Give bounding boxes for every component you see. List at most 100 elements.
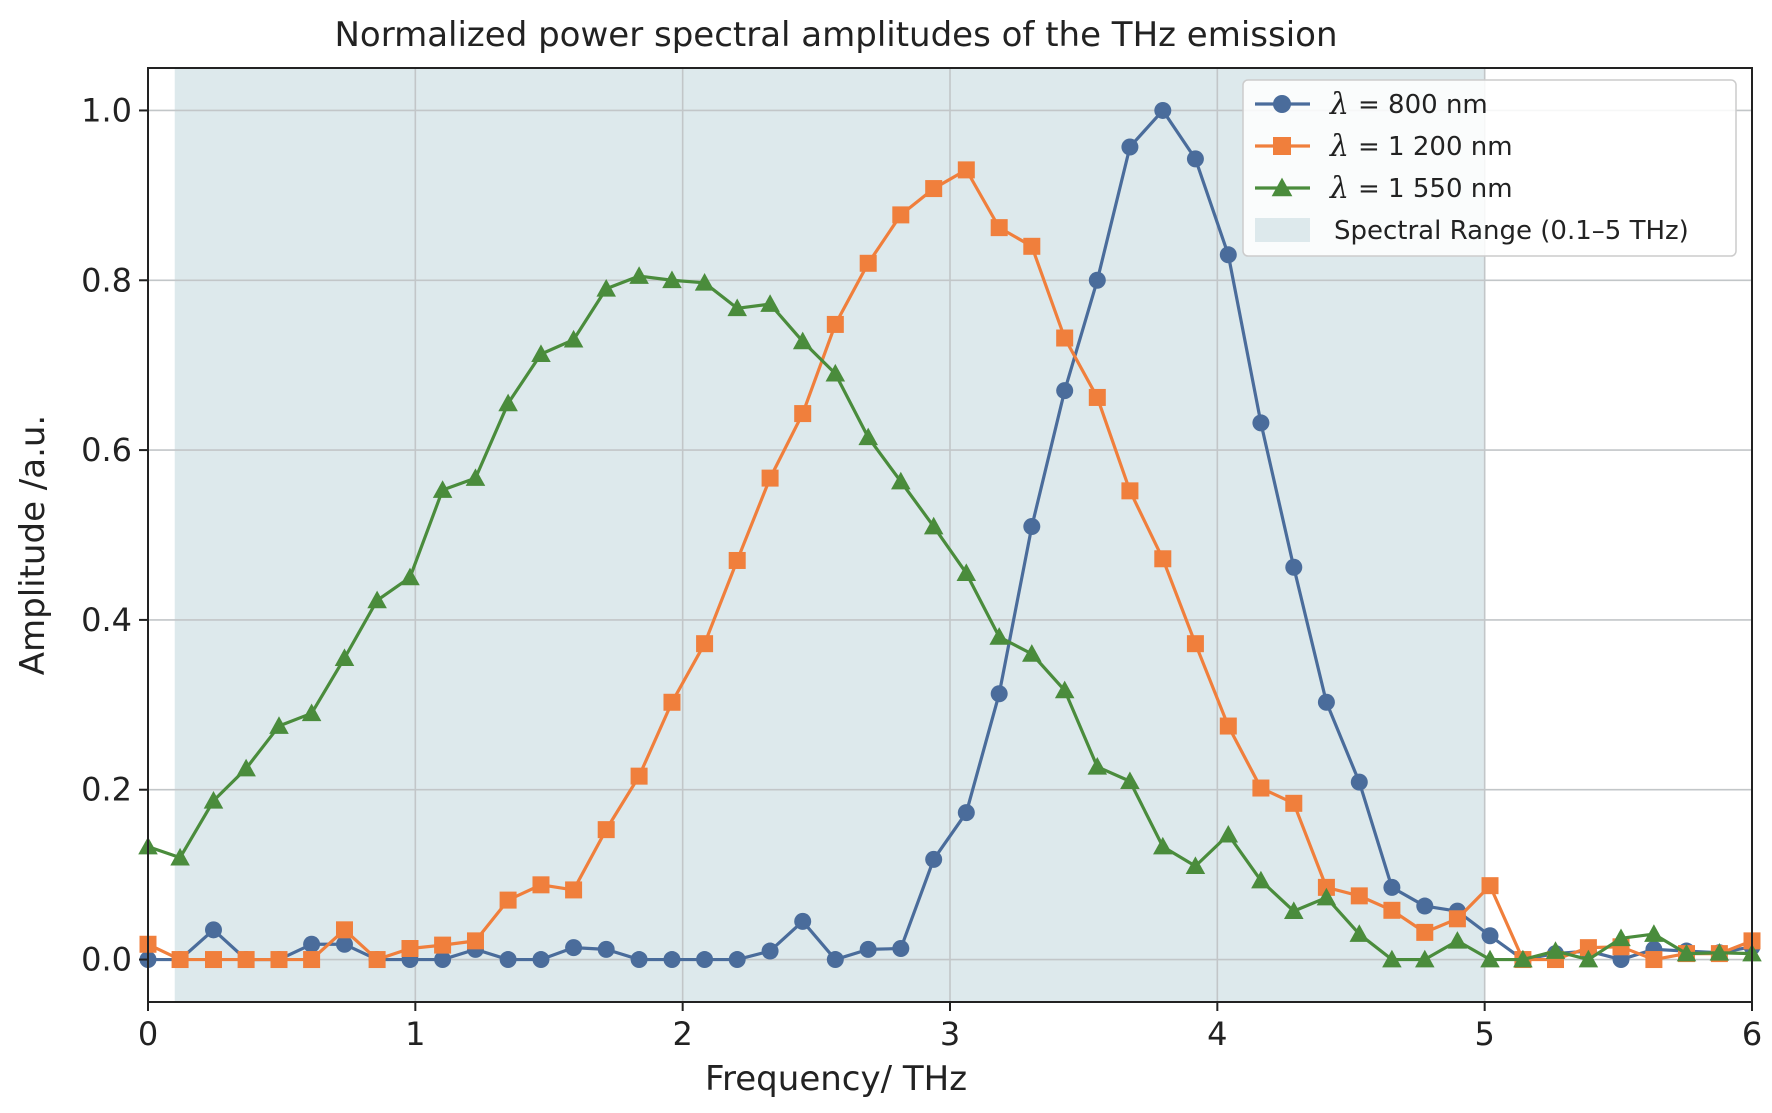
data-point (1579, 939, 1597, 957)
data-point (630, 767, 648, 785)
data-point (663, 951, 681, 969)
data-point (269, 716, 289, 734)
data-point (303, 951, 321, 969)
data-point (826, 315, 844, 333)
legend-label: = 1 550 nm (1358, 174, 1513, 204)
data-point (531, 344, 551, 362)
legend-item-1: λ = 800 nm (1255, 87, 1488, 122)
data-point (728, 551, 746, 569)
data-point (1088, 271, 1106, 289)
data-point (989, 627, 1009, 645)
data-point (662, 270, 682, 289)
data-point (368, 951, 386, 969)
data-point (1023, 518, 1041, 536)
data-point (532, 876, 550, 894)
data-point (565, 881, 583, 899)
y-tick-label: 0.6 (81, 431, 132, 469)
data-point (1154, 101, 1172, 119)
data-point (1416, 897, 1434, 915)
data-point (957, 161, 975, 179)
data-point (1186, 635, 1204, 653)
x-tick-label: 2 (672, 1015, 692, 1053)
data-point (1154, 550, 1172, 568)
data-point (499, 951, 517, 969)
data-point (465, 468, 486, 486)
data-point (1382, 949, 1402, 968)
data-point (957, 804, 975, 822)
data-point (434, 951, 452, 969)
data-point (1121, 138, 1139, 156)
data-point (925, 850, 943, 868)
data-point (1251, 870, 1271, 889)
data-point (859, 254, 877, 272)
data-point (826, 951, 844, 969)
data-point (1383, 878, 1401, 896)
data-point (1185, 856, 1206, 874)
data-point (466, 932, 484, 950)
y-tick-label: 0.0 (81, 941, 132, 979)
data-point (1316, 887, 1337, 906)
data-point (1088, 388, 1106, 406)
series-2 (139, 161, 1761, 969)
data-point (400, 567, 420, 586)
legend-label: Spectral Range (0.1–5 THz) (1334, 216, 1689, 246)
data-point (760, 294, 780, 312)
data-point (1056, 382, 1074, 400)
data-point (728, 951, 746, 969)
data-point (990, 219, 1008, 237)
data-point (1481, 927, 1499, 945)
legend-marker (1273, 95, 1291, 113)
data-point (597, 940, 615, 958)
data-point (1709, 942, 1730, 961)
x-tick-label: 3 (940, 1015, 960, 1053)
data-point (203, 790, 224, 809)
data-point (367, 590, 387, 609)
data-point (923, 516, 944, 535)
data-point (565, 939, 583, 957)
data-point (1054, 680, 1075, 699)
data-point (335, 935, 353, 953)
data-point (1415, 949, 1435, 968)
data-point (1219, 717, 1237, 735)
data-point (1578, 949, 1599, 968)
data-point (301, 703, 322, 722)
legend-item-shaded-region: Spectral Range (0.1–5 THz) (1255, 216, 1689, 246)
data-point (303, 935, 321, 953)
legend-marker (1273, 137, 1291, 155)
data-point (1513, 949, 1533, 968)
data-point (1121, 482, 1139, 500)
legend-item-2: λ = 1 200 nm (1255, 129, 1513, 164)
data-point (1383, 901, 1401, 919)
data-point (1252, 414, 1270, 432)
data-point (171, 951, 189, 969)
data-point (1481, 877, 1499, 895)
y-axis-label: Amplitude /a.u. (13, 415, 53, 676)
legend-patch (1255, 218, 1310, 242)
chart-title: Normalized power spectral amplitudes of … (334, 15, 1337, 55)
data-point (892, 206, 910, 224)
data-point (1120, 771, 1140, 790)
data-point (1252, 779, 1270, 797)
data-point (532, 951, 550, 969)
data-point (1448, 910, 1466, 928)
data-point (858, 427, 878, 446)
data-point (335, 921, 353, 939)
data-point (432, 480, 453, 498)
data-point (1350, 887, 1368, 905)
data-point (596, 278, 616, 297)
x-tick-label: 1 (405, 1015, 425, 1053)
data-point (1416, 923, 1434, 941)
data-point (434, 936, 452, 954)
data-point (1317, 878, 1335, 896)
legend-marker (1271, 177, 1293, 197)
data-point (1023, 237, 1041, 255)
data-point (1219, 246, 1237, 264)
data-point (334, 648, 355, 666)
data-point (204, 921, 222, 939)
data-point (1644, 924, 1664, 942)
data-point (401, 940, 419, 958)
data-point (1350, 773, 1368, 791)
data-point (859, 940, 877, 958)
x-tick-label: 4 (1207, 1015, 1227, 1053)
